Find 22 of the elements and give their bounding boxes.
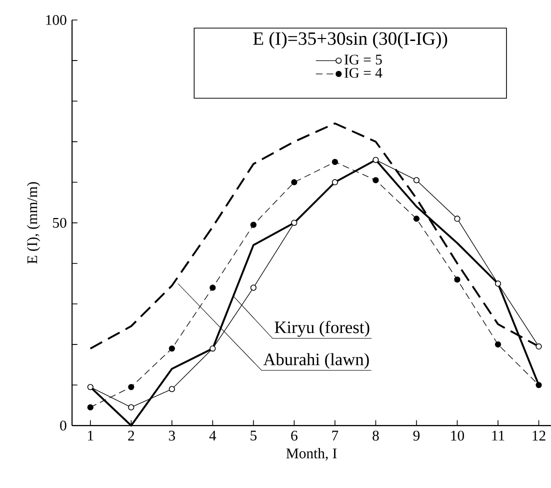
y-tick-label: 100 bbox=[46, 14, 66, 25]
x-tick-label: 10 bbox=[451, 430, 464, 440]
annotation: Aburahi (lawn) bbox=[263, 352, 369, 369]
x-tick-label: 12 bbox=[532, 430, 546, 440]
x-tick-label: 1 bbox=[88, 430, 94, 440]
x-tick-label: 11 bbox=[492, 430, 504, 440]
annotation: Kiryu (forest) bbox=[274, 320, 370, 337]
x-tick-label: 4 bbox=[209, 430, 216, 440]
legend-label: IG = 4 bbox=[344, 68, 382, 78]
x-tick-label: 9 bbox=[413, 430, 420, 440]
x-tick-label: 3 bbox=[168, 430, 176, 440]
x-tick-label: 8 bbox=[372, 430, 379, 440]
y-tick-label: 0 bbox=[60, 420, 66, 430]
x-tick-label: 5 bbox=[250, 430, 257, 440]
x-tick-label: 7 bbox=[332, 430, 338, 440]
legend-title: E (I)=35+30sin (30(I-IG)) bbox=[253, 32, 448, 49]
legend-label: IG = 5 bbox=[344, 54, 382, 64]
x-tick-label: 6 bbox=[291, 430, 298, 440]
y-tick-label: 50 bbox=[53, 218, 66, 228]
x-tick-label: 2 bbox=[128, 430, 134, 440]
y-axis-title: E (I), (mm/m) bbox=[26, 182, 40, 264]
x-axis-title: Month, I bbox=[286, 448, 337, 460]
